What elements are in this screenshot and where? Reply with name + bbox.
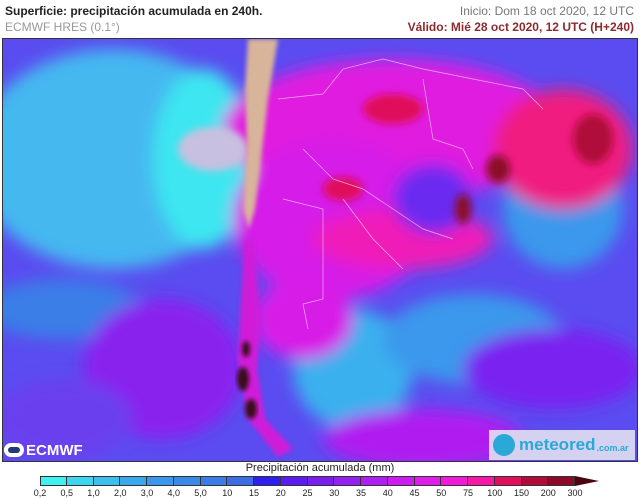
color-scale-label: 40 <box>382 488 393 498</box>
start-time: Inicio: Dom 18 oct 2020, 12 UTC <box>459 4 634 18</box>
color-scale-segment <box>307 476 335 486</box>
color-scale-label: 20 <box>275 488 286 498</box>
ecmwf-logo-icon <box>4 443 24 457</box>
meteored-logo-icon <box>493 434 515 456</box>
color-scale-label: 100 <box>487 488 503 498</box>
color-scale-label: 15 <box>248 488 260 498</box>
color-scale-label: 0,2 <box>33 488 47 498</box>
precipitation-map[interactable] <box>2 38 638 462</box>
color-scale-segment <box>254 476 281 486</box>
color-scale-label: 25 <box>302 488 313 498</box>
color-scale-label: 300 <box>567 488 583 498</box>
color-scale-label: 4,0 <box>167 488 181 498</box>
color-scale-segment <box>468 476 495 486</box>
precipitation-field <box>3 39 637 461</box>
meteored-logo-name: meteored <box>519 435 596 454</box>
color-scale-label: 45 <box>409 488 420 498</box>
color-scale-segment <box>40 476 67 486</box>
color-scale-segment <box>548 476 575 486</box>
color-scale-segment <box>173 476 201 486</box>
color-scale-label: 30 <box>329 488 340 498</box>
color-scale-segment <box>147 476 174 486</box>
color-scale-label: 1,0 <box>87 488 100 498</box>
color-scale-label: 75 <box>462 488 474 498</box>
color-scale-segment <box>120 476 147 486</box>
color-scale-label: 35 <box>355 488 367 498</box>
color-scale-segment <box>494 476 522 486</box>
color-scale-segment <box>361 476 388 486</box>
color-scale-segment <box>521 476 549 486</box>
color-scale-segment <box>227 476 254 486</box>
color-scale <box>40 476 599 486</box>
color-scale-label: 200 <box>540 488 556 498</box>
valid-time: Válido: Mié 28 oct 2020, 12 UTC (H+240) <box>407 20 634 34</box>
color-scale-arrow <box>575 476 599 486</box>
color-scale-label: 0,5 <box>60 488 74 498</box>
ecmwf-logo-text: ECMWF <box>26 441 83 459</box>
color-scale-label: 3,0 <box>140 488 154 498</box>
color-scale-label: 50 <box>436 488 447 498</box>
color-scale-segment <box>93 476 121 486</box>
model-label: ECMWF HRES (0.1°) <box>5 20 120 34</box>
map-title: Superficie: precipitación acumulada en 2… <box>5 4 263 18</box>
ecmwf-logo: ECMWF <box>4 440 90 460</box>
color-scale-segment <box>414 476 442 486</box>
color-scale-segment <box>334 476 361 486</box>
color-scale-label: 2,0 <box>113 488 127 498</box>
meteored-logo[interactable]: meteored .com.ar <box>489 430 635 460</box>
color-scale-segment <box>387 476 415 486</box>
color-scale-label: 5,0 <box>194 488 207 498</box>
meteored-logo-domain: .com.ar <box>596 442 629 453</box>
color-scale-segment <box>200 476 228 486</box>
color-scale-segment <box>441 476 468 486</box>
color-scale-segment <box>280 476 308 486</box>
color-scale-label: 150 <box>513 488 530 498</box>
legend-title: Precipitación acumulada (mm) <box>245 462 395 474</box>
color-scale-label: 10 <box>222 488 233 498</box>
color-scale-segment <box>66 476 94 486</box>
